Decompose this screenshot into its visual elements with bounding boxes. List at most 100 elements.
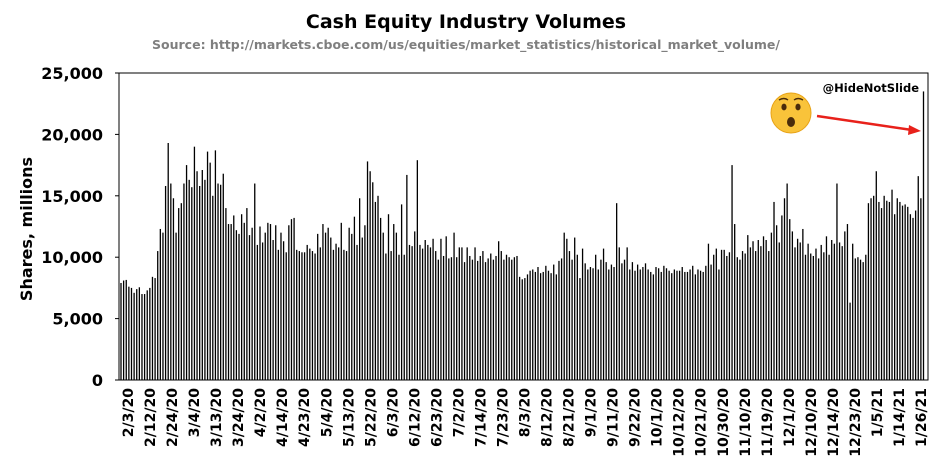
- x-tick-label: 2/3/20: [121, 388, 137, 437]
- volume-bar: [280, 232, 282, 380]
- volume-bar: [718, 269, 720, 380]
- volume-bar: [587, 269, 589, 380]
- volume-bar: [136, 289, 138, 380]
- volume-bar: [613, 267, 615, 380]
- volume-bar: [752, 241, 754, 380]
- x-tick-label: 8/12/20: [540, 388, 556, 447]
- volume-bar: [482, 251, 484, 380]
- volume-bar: [796, 238, 799, 380]
- credit-handle: @HideNotSlide: [823, 81, 920, 95]
- x-tick-label: 1/5/21: [870, 388, 886, 437]
- volume-bar: [511, 259, 513, 380]
- volume-bar: [317, 233, 319, 380]
- volume-bar: [623, 259, 626, 380]
- volume-bar: [631, 262, 634, 380]
- volume-bar: [356, 244, 358, 380]
- volume-bar: [870, 198, 872, 380]
- surprised-face-icon: [770, 92, 812, 134]
- volume-bar: [736, 257, 738, 380]
- volume-bar: [338, 247, 340, 380]
- volume-bar: [655, 267, 657, 380]
- volume-bar: [524, 278, 526, 380]
- volume-bar: [204, 179, 206, 380]
- volume-bar: [269, 224, 272, 380]
- x-tick-label: 4/23/20: [297, 388, 313, 447]
- annotation-arrow: [816, 114, 921, 135]
- volume-bar: [660, 271, 662, 380]
- volume-bar: [878, 201, 880, 380]
- volume-bar: [616, 203, 618, 380]
- volume-bar: [369, 171, 371, 380]
- volume-bar: [739, 259, 741, 380]
- x-tick-label: 8/3/20: [518, 388, 534, 437]
- volume-bar: [172, 198, 175, 380]
- volume-bar: [689, 269, 691, 380]
- volume-bar: [120, 282, 122, 380]
- volume-bar: [359, 198, 361, 380]
- volume-bar: [450, 257, 453, 380]
- volume-bar: [277, 249, 279, 380]
- volume-bar: [406, 174, 408, 380]
- volume-bar: [899, 201, 901, 380]
- volume-bar: [448, 258, 450, 380]
- volume-bar: [296, 249, 298, 380]
- volume-bar: [490, 253, 492, 380]
- x-tick-label: 1/14/21: [892, 388, 908, 447]
- volume-bar: [170, 183, 172, 380]
- volume-bar: [327, 227, 329, 380]
- volume-bar: [403, 254, 405, 380]
- volume-bar: [453, 232, 455, 380]
- volume-bar: [393, 224, 395, 380]
- volume-bar: [920, 198, 922, 380]
- chart-title: Cash Equity Industry Volumes: [306, 11, 626, 33]
- volume-bar: [734, 224, 736, 380]
- volume-bar: [180, 203, 182, 380]
- volume-bar: [272, 240, 274, 380]
- x-tick-label: 9/1/20: [584, 388, 600, 437]
- volume-bar: [217, 183, 219, 380]
- volume-bar: [474, 247, 476, 380]
- volume-bar: [196, 171, 198, 380]
- x-tick-label: 2/12/20: [143, 388, 159, 447]
- y-tick-label: 5,000: [52, 310, 103, 329]
- volume-bar: [749, 247, 752, 380]
- volume-bar: [857, 257, 859, 380]
- volume-bar: [185, 165, 188, 380]
- volume-bar: [768, 251, 770, 380]
- volume-bar: [728, 252, 731, 380]
- volume-bar: [817, 258, 820, 380]
- volume-bar: [723, 249, 725, 380]
- volume-bar: [584, 263, 586, 380]
- volume-bar: [791, 231, 794, 380]
- volume-bar: [867, 203, 870, 380]
- bar-series: [120, 91, 925, 381]
- volume-bar: [810, 253, 812, 380]
- volume-bar: [267, 222, 269, 380]
- volume-bar: [636, 264, 639, 380]
- volume-bar: [206, 151, 209, 380]
- volume-bar: [804, 254, 807, 380]
- volume-bar: [644, 263, 647, 380]
- volume-bar: [550, 273, 552, 380]
- volume-bar: [526, 274, 529, 380]
- volume-bar: [820, 244, 822, 380]
- volume-bar: [435, 251, 437, 380]
- volume-bar: [484, 262, 487, 380]
- volume-bar: [157, 251, 159, 380]
- volume-bar: [154, 278, 156, 380]
- volume-bar: [442, 255, 445, 380]
- volume-bar: [445, 236, 447, 380]
- volume-bar: [521, 279, 523, 380]
- volume-bar: [500, 251, 502, 380]
- volume-bar: [390, 251, 392, 380]
- volume-bar: [862, 262, 864, 380]
- y-axis: 0 5,000 10,000 15,000 20,000 25,000: [41, 64, 119, 390]
- x-tick-label: 12/23/20: [848, 388, 864, 457]
- volume-bar: [469, 255, 471, 380]
- volume-bar: [306, 244, 308, 380]
- volume-bar: [715, 248, 717, 380]
- volume-bar: [429, 247, 432, 380]
- volume-bar: [477, 260, 479, 380]
- volume-bar: [883, 195, 885, 380]
